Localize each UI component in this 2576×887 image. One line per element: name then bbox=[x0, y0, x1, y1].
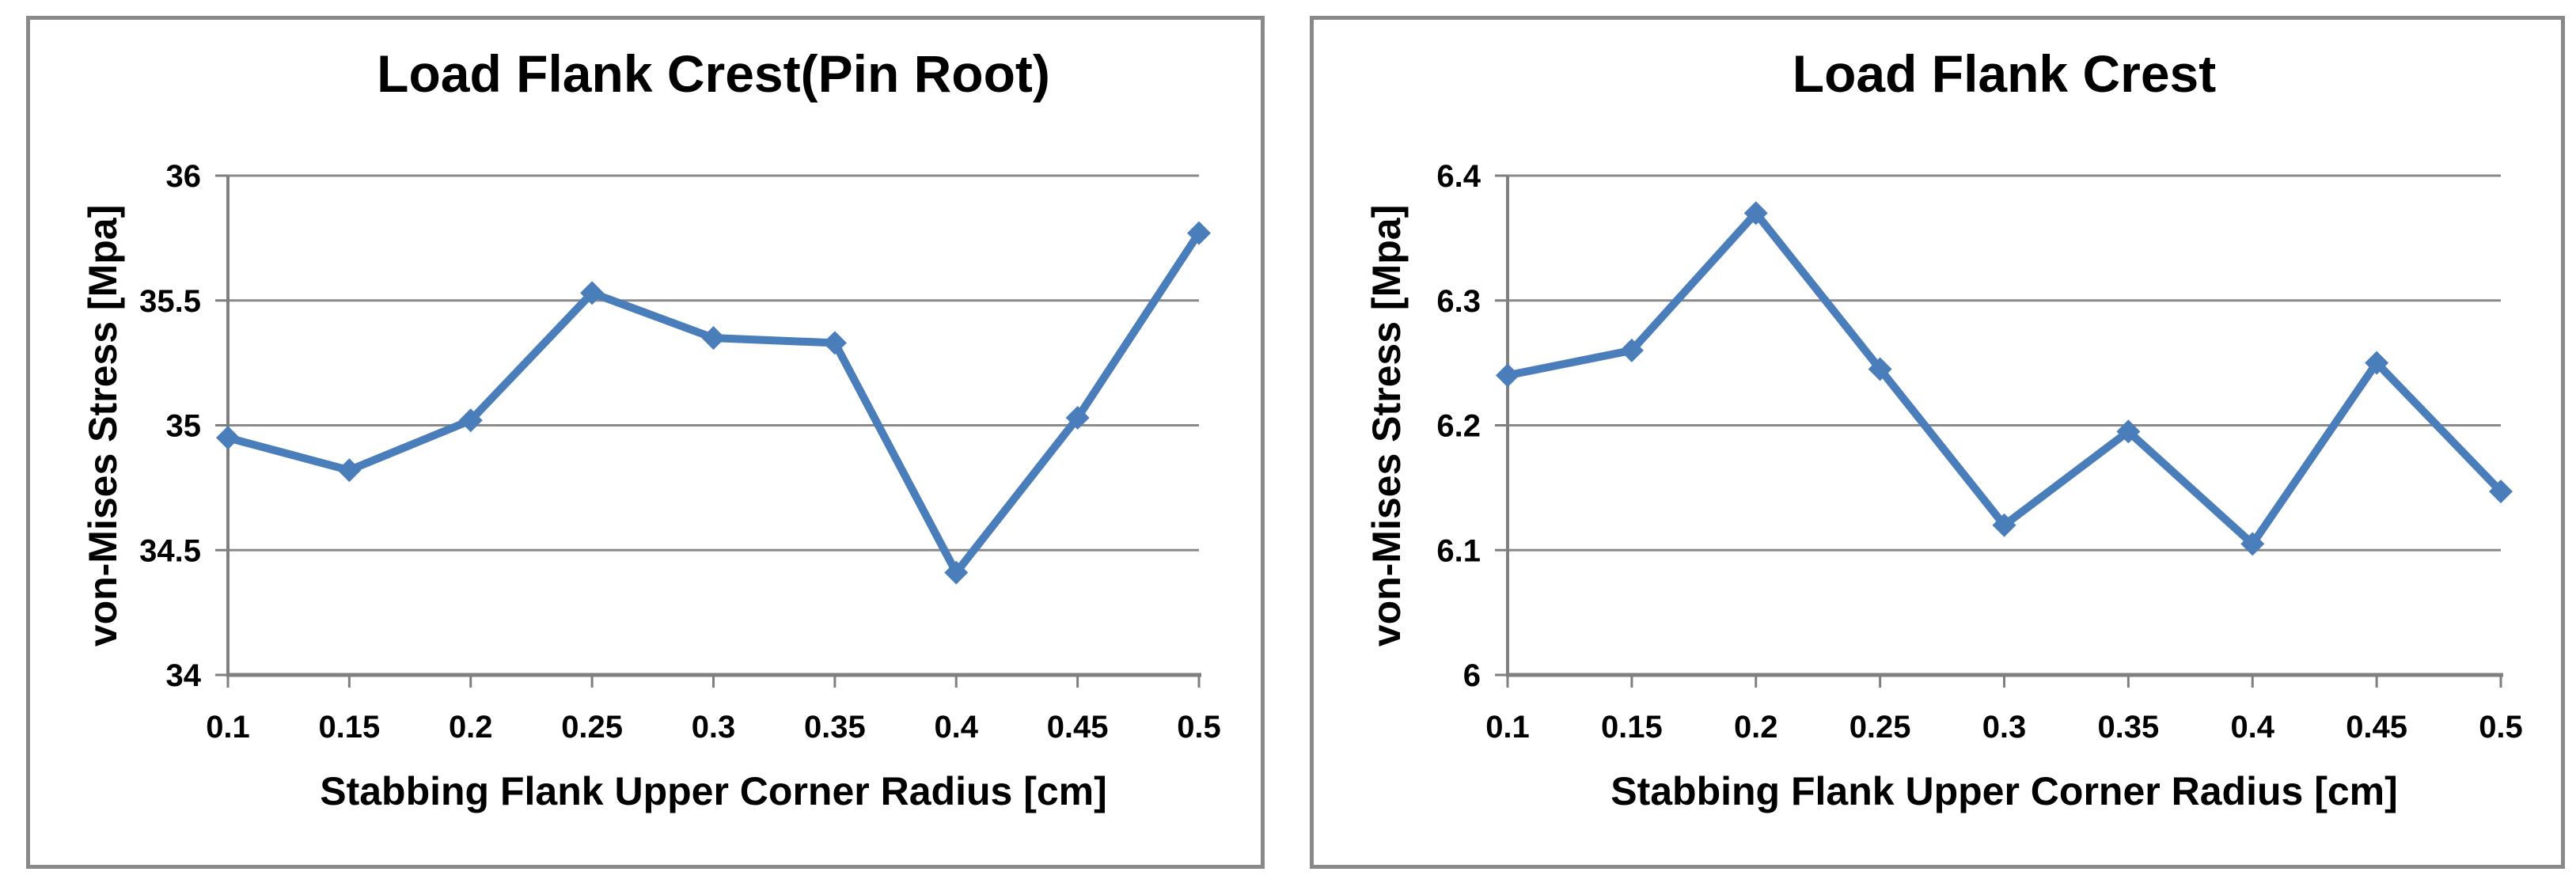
x-tick-label: 0.1 bbox=[1485, 710, 1530, 745]
y-tick-label: 34 bbox=[166, 658, 202, 693]
x-tick-label: 0.25 bbox=[1849, 710, 1911, 745]
data-point-marker bbox=[2365, 351, 2389, 375]
x-tick-label: 0.25 bbox=[561, 710, 623, 745]
data-point-marker bbox=[1743, 201, 1768, 226]
chart-title: Load Flank Crest bbox=[1792, 44, 2217, 103]
data-point-marker bbox=[1065, 406, 1090, 430]
chart-panel-left: Load Flank Crest(Pin Root) von-Mises Str… bbox=[26, 16, 1265, 869]
y-tick-label: 6.4 bbox=[1436, 159, 1481, 194]
x-tick-label: 0.15 bbox=[1601, 710, 1663, 745]
x-tick-label: 0.35 bbox=[2097, 710, 2159, 745]
x-tick-label: 0.45 bbox=[1047, 710, 1109, 745]
data-point-marker bbox=[701, 326, 726, 351]
y-tick-label: 6.3 bbox=[1436, 284, 1481, 319]
data-point-marker bbox=[1992, 513, 2016, 537]
x-tick-label: 0.1 bbox=[206, 710, 250, 745]
x-tick-label: 0.4 bbox=[934, 710, 978, 745]
data-point-marker bbox=[458, 408, 483, 433]
y-tick-label: 6.1 bbox=[1436, 533, 1481, 568]
x-tick-label: 0.5 bbox=[1177, 710, 1221, 745]
x-axis-title: Stabbing Flank Upper Corner Radius [cm] bbox=[320, 769, 1107, 813]
plot-area: 6 6.1 6.2 6.3 6.4 0.1 0.15 0.2 0.25 0.3 0.35 0.4 0.4… bbox=[1436, 159, 2523, 745]
data-point-marker bbox=[216, 426, 240, 450]
y-tick-label: 36 bbox=[166, 159, 202, 194]
x-tick-label: 0.4 bbox=[2230, 710, 2274, 745]
x-tick-label: 0.2 bbox=[449, 710, 493, 745]
x-tick-label: 0.45 bbox=[2346, 710, 2407, 745]
data-point-marker bbox=[2116, 419, 2141, 444]
data-point-marker bbox=[2240, 532, 2265, 556]
y-tick-label: 35.5 bbox=[139, 284, 201, 319]
x-axis-title: Stabbing Flank Upper Corner Radius [cm] bbox=[1610, 769, 2398, 813]
y-tick-label: 34.5 bbox=[139, 533, 201, 568]
data-point-marker bbox=[2489, 480, 2513, 504]
data-point-marker bbox=[1868, 357, 1892, 381]
x-tick-label: 0.2 bbox=[1734, 710, 1778, 745]
data-point-marker bbox=[822, 331, 847, 355]
chart-title: Load Flank Crest(Pin Root) bbox=[377, 44, 1050, 103]
data-point-marker bbox=[1496, 363, 1519, 388]
x-tick-label: 0.3 bbox=[692, 710, 736, 745]
x-tick-label: 0.3 bbox=[1982, 710, 2027, 745]
data-point-marker bbox=[944, 560, 969, 585]
data-point-marker bbox=[1619, 338, 1644, 362]
y-tick-label: 6.2 bbox=[1436, 409, 1481, 444]
y-tick-label: 6 bbox=[1463, 658, 1481, 693]
plot-area: 34 34.5 35 35.5 36 0.1 0.15 0.2 0.25 0.3 0.35 0.4 0.… bbox=[139, 159, 1221, 745]
data-point-marker bbox=[1187, 221, 1211, 245]
y-tick-label: 35 bbox=[166, 409, 202, 444]
chart-panel-right: Load Flank Crest von-Mises Stress [Mpa] … bbox=[1310, 16, 2565, 869]
series-line bbox=[224, 229, 1203, 577]
data-point-marker bbox=[337, 458, 362, 483]
x-tick-label: 0.35 bbox=[804, 710, 866, 745]
x-tick-label: 0.15 bbox=[318, 710, 380, 745]
data-point-marker bbox=[580, 281, 605, 305]
series-line bbox=[1504, 209, 2505, 548]
x-tick-label: 0.5 bbox=[2479, 710, 2523, 745]
